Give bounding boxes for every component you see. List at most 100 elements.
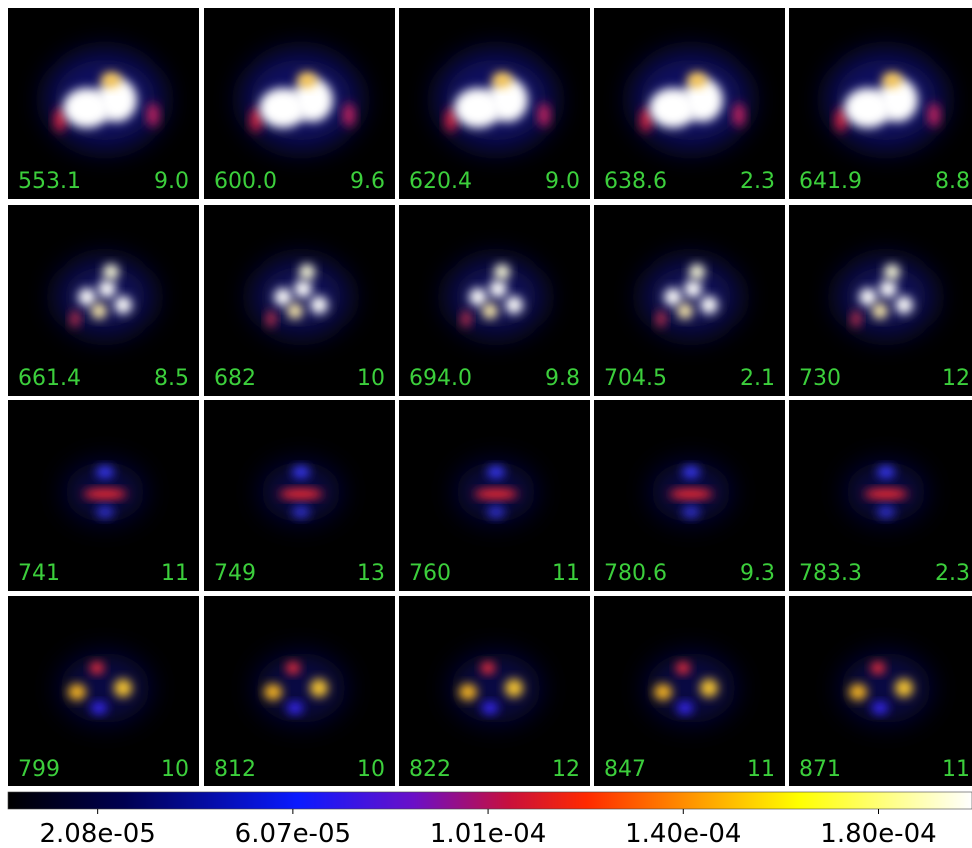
panel-value: 11 — [161, 561, 189, 586]
intensity-blob — [97, 78, 137, 122]
intensity-blob — [481, 662, 495, 674]
panel-wavelength: 780.6 — [604, 561, 667, 586]
panel-wavelength: 783.3 — [799, 561, 862, 586]
panel-value: 8.5 — [154, 366, 189, 391]
intensity-blob — [299, 264, 315, 280]
intensity-blob — [310, 296, 328, 314]
intensity-blob — [849, 684, 867, 700]
panel-wavelength: 749 — [214, 561, 256, 586]
intensity-blob — [877, 506, 895, 518]
intensity-blob — [250, 108, 262, 132]
intensity-blob — [445, 108, 457, 132]
panel-value: 10 — [357, 366, 385, 391]
panel-value: 2.1 — [740, 366, 775, 391]
intensity-blob — [677, 303, 693, 319]
intensity-blob — [487, 506, 505, 518]
intensity-blob — [505, 679, 523, 697]
panel-wavelength: 847 — [604, 757, 646, 782]
intensity-blob — [677, 702, 693, 714]
intensity-blob — [687, 72, 707, 88]
intensity-blob — [482, 702, 498, 714]
intensity-blob — [871, 662, 885, 674]
panel-value: 9.0 — [154, 169, 189, 194]
intensity-blob — [294, 280, 312, 298]
panel-value: 11 — [552, 561, 580, 586]
colorbar-tick-label: 2.08e-05 — [39, 819, 155, 848]
intensity-blob — [343, 103, 355, 127]
panel-wavelength: 638.6 — [604, 169, 667, 194]
intensity-blob — [98, 280, 116, 298]
panel-value: 9.0 — [545, 169, 580, 194]
intensity-blob — [54, 108, 66, 132]
intensity-blob — [474, 489, 518, 499]
panel-wavelength: 694.0 — [409, 366, 472, 391]
intensity-blob — [835, 108, 847, 132]
intensity-blob — [733, 103, 745, 127]
intensity-blob — [83, 489, 127, 499]
intensity-blob — [114, 679, 132, 697]
panel-wavelength: 760 — [409, 561, 451, 586]
panel-value: 10 — [161, 757, 189, 782]
intensity-blob — [264, 684, 282, 700]
intensity-blob — [877, 466, 895, 478]
intensity-blob — [664, 288, 682, 306]
intensity-blob — [676, 662, 690, 674]
colorbar-tick-label: 1.40e-04 — [625, 819, 741, 848]
intensity-blob — [841, 653, 931, 723]
intensity-blob — [91, 303, 107, 319]
panel-wavelength: 871 — [799, 757, 841, 782]
intensity-blob — [96, 466, 114, 478]
intensity-blob — [928, 103, 940, 127]
intensity-blob — [654, 684, 672, 700]
intensity-blob — [682, 466, 700, 478]
panel-value: 9.6 — [350, 169, 385, 194]
intensity-blob — [656, 311, 666, 327]
intensity-blob — [494, 264, 510, 280]
intensity-blob — [492, 72, 512, 88]
intensity-blob — [292, 466, 310, 478]
colorbar-tick-label: 1.01e-04 — [430, 819, 546, 848]
intensity-blob — [78, 288, 96, 306]
intensity-blob — [266, 311, 276, 327]
intensity-blob — [700, 296, 718, 314]
intensity-blob — [451, 653, 541, 723]
intensity-blob — [469, 288, 487, 306]
intensity-blob — [90, 662, 104, 674]
intensity-blob — [488, 78, 528, 122]
intensity-blob — [482, 303, 498, 319]
intensity-blob — [461, 311, 471, 327]
intensity-blob — [459, 684, 477, 700]
panel-value: 13 — [357, 561, 385, 586]
intensity-blob — [287, 702, 303, 714]
panel-value: 12 — [942, 366, 970, 391]
intensity-blob — [879, 280, 897, 298]
intensity-blob — [505, 296, 523, 314]
panel-wavelength: 799 — [18, 757, 60, 782]
intensity-blob — [669, 489, 713, 499]
intensity-blob — [895, 679, 913, 697]
intensity-blob — [60, 653, 150, 723]
panel-wavelength: 730 — [799, 366, 841, 391]
intensity-blob — [878, 78, 918, 122]
panel-value: 12 — [552, 757, 580, 782]
intensity-blob — [851, 311, 861, 327]
panel-value: 2.3 — [740, 169, 775, 194]
panel-wavelength: 641.9 — [799, 169, 862, 194]
intensity-blob — [256, 653, 346, 723]
intensity-blob — [310, 679, 328, 697]
intensity-blob — [489, 280, 507, 298]
colorbar — [7, 791, 972, 810]
intensity-blob — [279, 489, 323, 499]
panel-value: 11 — [747, 757, 775, 782]
intensity-blob — [287, 303, 303, 319]
panel-value: 2.3 — [935, 561, 970, 586]
intensity-blob — [864, 489, 908, 499]
intensity-blob — [872, 303, 888, 319]
intensity-blob — [684, 280, 702, 298]
intensity-blob — [274, 288, 292, 306]
intensity-blob — [640, 108, 652, 132]
intensity-blob — [68, 684, 86, 700]
colorbar-tick-label: 1.80e-04 — [820, 819, 936, 848]
colorbar-tick-label: 6.07e-05 — [235, 819, 351, 848]
